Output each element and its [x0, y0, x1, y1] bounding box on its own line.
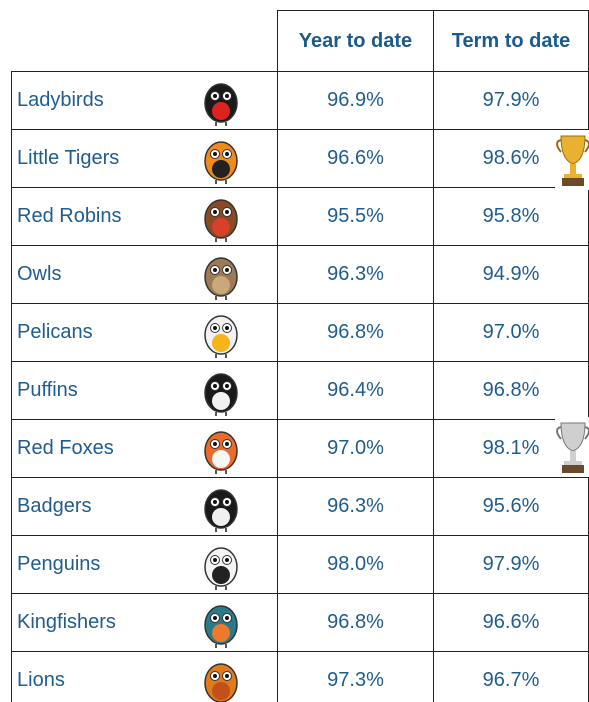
team-icon	[196, 73, 246, 127]
team-icon	[196, 305, 246, 359]
trophy	[555, 417, 589, 477]
term-to-date: 96.8%	[433, 361, 589, 420]
term-to-date: 97.9%	[433, 535, 589, 594]
team-icon	[196, 189, 246, 243]
team-icon	[196, 363, 246, 417]
year-to-date: 96.3%	[277, 477, 434, 536]
header-cell: Year to date	[277, 10, 434, 72]
team-icon	[196, 421, 246, 475]
trophy	[555, 130, 589, 190]
term-to-date: 96.7%	[433, 651, 589, 702]
term-to-date: 96.6%	[433, 593, 589, 652]
year-to-date: 98.0%	[277, 535, 434, 594]
team-icon	[196, 131, 246, 185]
team-icon	[196, 247, 246, 301]
team-icon	[196, 479, 246, 533]
term-to-date: 97.9%	[433, 71, 589, 130]
team-icon	[196, 537, 246, 591]
year-to-date: 96.3%	[277, 245, 434, 304]
term-to-date: 95.6%	[433, 477, 589, 536]
year-to-date: 97.3%	[277, 651, 434, 702]
year-to-date: 96.6%	[277, 129, 434, 188]
team-icon	[196, 595, 246, 649]
header-cell: Term to date	[433, 10, 589, 72]
year-to-date: 96.4%	[277, 361, 434, 420]
page: Year to date Term to date Ladybirds96.9%…	[0, 0, 589, 702]
term-to-date: 95.8%	[433, 187, 589, 246]
year-to-date: 95.5%	[277, 187, 434, 246]
term-to-date: 97.0%	[433, 303, 589, 362]
year-to-date: 96.8%	[277, 303, 434, 362]
year-to-date: 96.8%	[277, 593, 434, 652]
year-to-date: 97.0%	[277, 419, 434, 478]
year-to-date: 96.9%	[277, 71, 434, 130]
team-icon	[196, 653, 246, 702]
term-to-date: 94.9%	[433, 245, 589, 304]
